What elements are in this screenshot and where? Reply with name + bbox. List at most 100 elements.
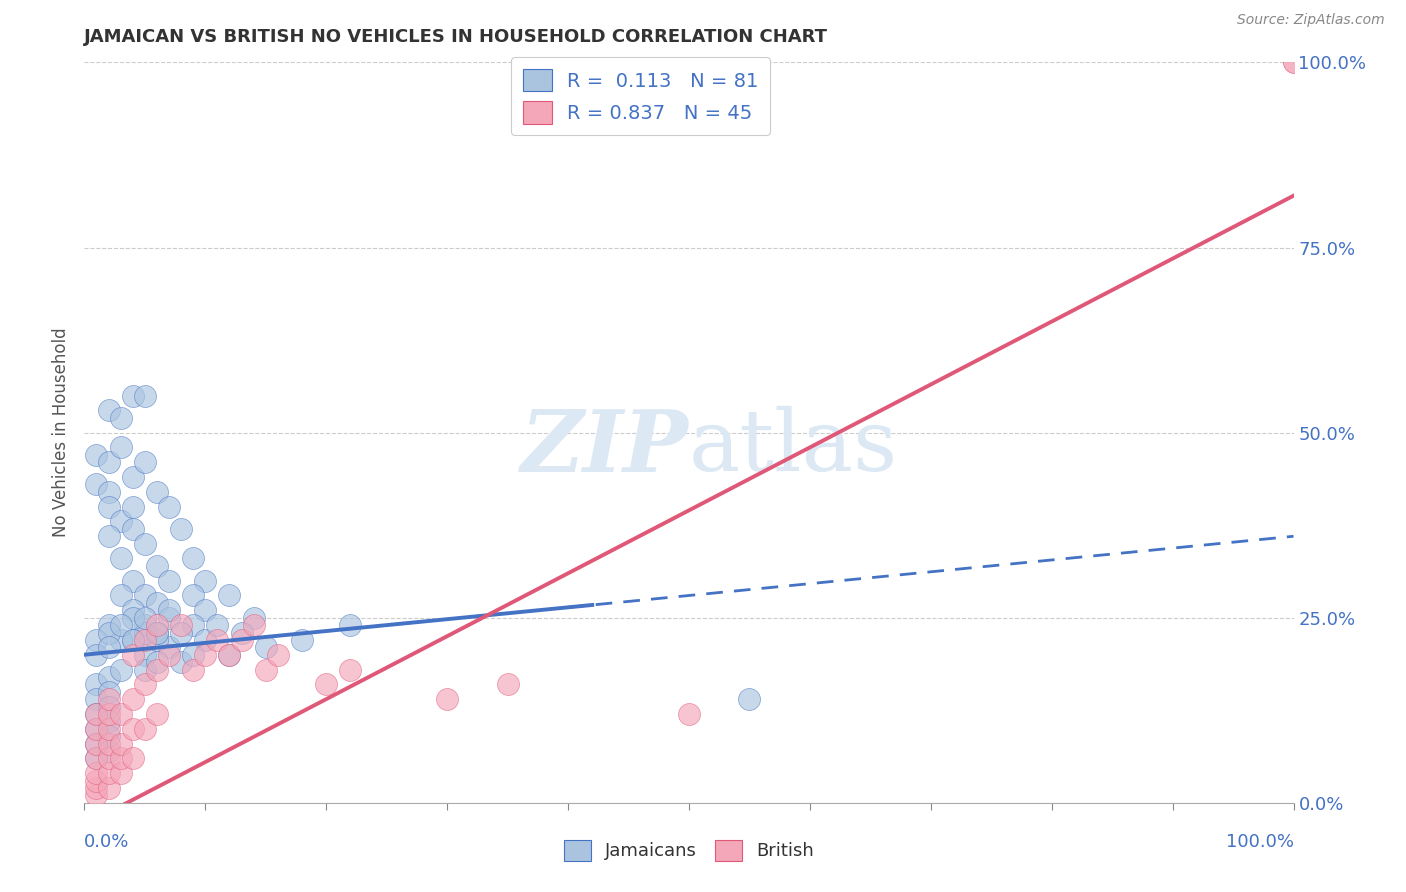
Point — [121, 648, 143, 662]
Point — [181, 618, 204, 632]
Point — [194, 648, 217, 662]
Point — [97, 685, 120, 699]
Point — [86, 773, 108, 788]
Point — [339, 618, 361, 632]
Point — [97, 484, 120, 499]
Point — [121, 388, 143, 402]
Text: Source: ZipAtlas.com: Source: ZipAtlas.com — [1237, 13, 1385, 28]
Point — [86, 737, 108, 751]
Point — [339, 663, 361, 677]
Point — [110, 589, 132, 603]
Point — [218, 648, 240, 662]
Point — [86, 789, 108, 803]
Point — [146, 706, 169, 721]
Point — [146, 618, 169, 632]
Point — [97, 670, 120, 684]
Point — [86, 722, 108, 736]
Point — [134, 722, 156, 736]
Point — [146, 625, 169, 640]
Point — [110, 632, 132, 647]
Point — [134, 455, 156, 469]
Point — [97, 744, 120, 758]
Point — [121, 574, 143, 588]
Point — [207, 618, 229, 632]
Point — [86, 722, 108, 736]
Point — [121, 522, 143, 536]
Point — [97, 737, 120, 751]
Point — [170, 655, 193, 669]
Point — [97, 529, 120, 543]
Point — [170, 618, 193, 632]
Point — [110, 410, 132, 425]
Point — [157, 500, 180, 514]
Point — [181, 551, 204, 566]
Point — [496, 677, 519, 691]
Point — [134, 632, 156, 647]
Point — [121, 632, 143, 647]
Point — [134, 648, 156, 662]
Point — [97, 692, 120, 706]
Point — [134, 663, 156, 677]
Point — [436, 692, 458, 706]
Point — [97, 403, 120, 417]
Point — [291, 632, 314, 647]
Point — [242, 610, 264, 624]
Point — [110, 737, 132, 751]
Y-axis label: No Vehicles in Household: No Vehicles in Household — [52, 327, 70, 538]
Point — [207, 632, 229, 647]
Point — [110, 441, 132, 455]
Point — [86, 766, 108, 780]
Point — [97, 699, 120, 714]
Point — [121, 603, 143, 617]
Point — [86, 706, 108, 721]
Point — [97, 766, 120, 780]
Point — [86, 737, 108, 751]
Point — [1282, 55, 1305, 70]
Point — [231, 632, 253, 647]
Point — [181, 663, 204, 677]
Point — [86, 751, 108, 765]
Point — [170, 625, 193, 640]
Point — [157, 648, 180, 662]
Point — [231, 625, 253, 640]
Point — [157, 610, 180, 624]
Legend: Jamaicans, British: Jamaicans, British — [557, 832, 821, 868]
Point — [121, 751, 143, 765]
Point — [194, 574, 217, 588]
Point — [86, 477, 108, 491]
Text: 100.0%: 100.0% — [1226, 833, 1294, 851]
Point — [134, 610, 156, 624]
Point — [86, 780, 108, 795]
Point — [157, 603, 180, 617]
Point — [218, 648, 240, 662]
Point — [134, 589, 156, 603]
Text: atlas: atlas — [689, 406, 898, 489]
Point — [110, 515, 132, 529]
Text: 0.0%: 0.0% — [84, 833, 129, 851]
Point — [110, 706, 132, 721]
Point — [86, 648, 108, 662]
Point — [121, 632, 143, 647]
Point — [194, 603, 217, 617]
Point — [121, 500, 143, 514]
Point — [267, 648, 290, 662]
Point — [86, 706, 108, 721]
Point — [738, 692, 761, 706]
Point — [134, 625, 156, 640]
Point — [134, 618, 156, 632]
Point — [110, 751, 132, 765]
Point — [121, 692, 143, 706]
Point — [146, 596, 169, 610]
Point — [678, 706, 700, 721]
Point — [218, 589, 240, 603]
Point — [134, 536, 156, 550]
Point — [181, 648, 204, 662]
Point — [134, 388, 156, 402]
Point — [157, 574, 180, 588]
Point — [86, 632, 108, 647]
Point — [110, 551, 132, 566]
Point — [146, 632, 169, 647]
Point — [86, 751, 108, 765]
Point — [97, 640, 120, 655]
Point — [97, 500, 120, 514]
